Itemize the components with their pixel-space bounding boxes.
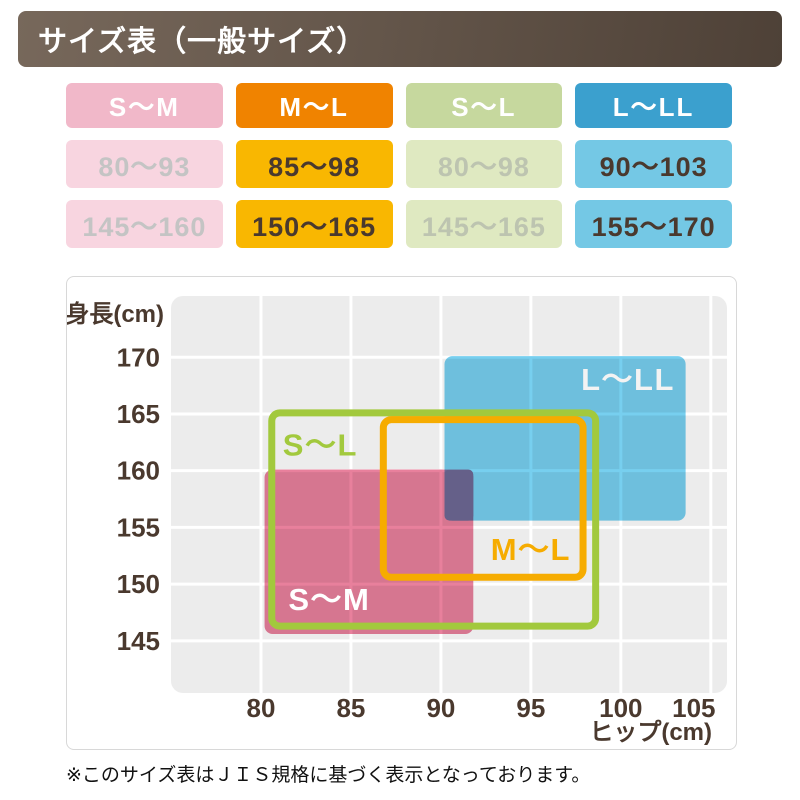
size-header-m-l: M〜L [235, 83, 393, 128]
y-tick-label: 145 [117, 626, 160, 656]
x-tick-label: 90 [426, 693, 455, 723]
size-chart-panel: S〜M L〜LL S〜L M〜L 80 85 90 95 100 105 170 165 160 155 1… [66, 276, 737, 750]
region-fill-L〜LL [444, 356, 686, 521]
header-bar: サイズ表（一般サイズ） [18, 11, 782, 67]
page-title: サイズ表（一般サイズ） [38, 26, 367, 58]
size-chart-svg: S〜M L〜LL S〜L M〜L 80 85 90 95 100 105 170 165 160 155 1… [67, 296, 727, 746]
height-range-s-l: 145〜165 [405, 200, 563, 248]
region-label-M〜L: M〜L [491, 532, 571, 567]
x-tick-label: 100 [599, 693, 642, 723]
hip-range-s-l: 80〜98 [405, 140, 563, 188]
size-header-s-l: S〜L [405, 83, 563, 128]
y-tick-label: 165 [117, 399, 160, 429]
region-overlap [444, 469, 474, 521]
x-tick-label: 95 [516, 693, 545, 723]
x-tick-label: 85 [336, 693, 365, 723]
height-range-l-ll: 155〜170 [575, 200, 732, 248]
region-outline-S〜L [268, 409, 600, 630]
x-tick-label: 80 [247, 693, 276, 723]
size-header-l-ll: L〜LL [575, 83, 732, 128]
region-label-S〜L: S〜L [283, 428, 358, 463]
x-axis-title: ヒップ(cm) [589, 719, 712, 746]
region-fill-S〜M [264, 469, 474, 635]
y-tick-label: 160 [117, 456, 160, 486]
y-tick-label: 155 [117, 512, 160, 542]
hip-range-l-ll: 90〜103 [575, 140, 732, 188]
region-outline-M〜L [379, 416, 587, 581]
size-header-s-m: S〜M [66, 83, 223, 128]
y-tick-label: 150 [117, 569, 160, 599]
x-tick-label: 105 [672, 693, 715, 723]
size-table: S〜M M〜L S〜L L〜LL 80〜93 85〜98 80〜98 90〜10… [66, 83, 732, 248]
hip-range-m-l: 85〜98 [235, 140, 393, 188]
height-range-s-m: 145〜160 [66, 200, 223, 248]
region-label-S〜M: S〜M [288, 582, 370, 617]
height-range-m-l: 150〜165 [235, 200, 393, 248]
y-tick-label: 170 [117, 342, 160, 372]
footnote: ※このサイズ表はＪＩＳ規格に基づく表示となっております。 [66, 765, 591, 786]
y-axis-title: 身長(cm) [67, 300, 164, 328]
region-label-L〜LL: L〜LL [581, 362, 675, 397]
hip-range-s-m: 80〜93 [66, 140, 223, 188]
